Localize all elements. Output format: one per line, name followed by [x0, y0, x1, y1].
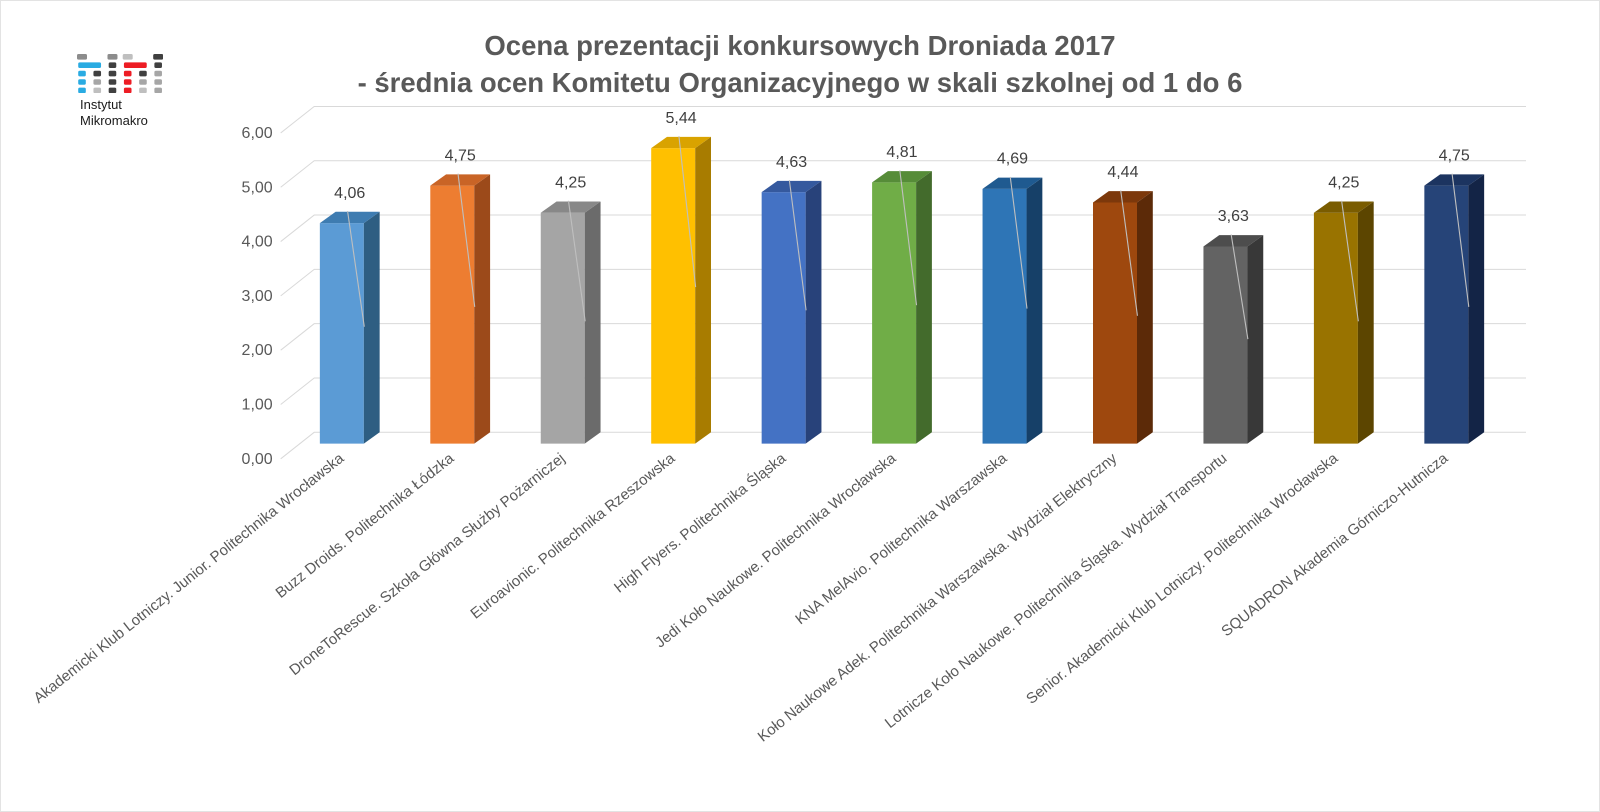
svg-text:4,44: 4,44 — [1107, 164, 1138, 181]
svg-text:3,63: 3,63 — [1218, 208, 1249, 225]
svg-text:4,25: 4,25 — [1328, 174, 1359, 191]
svg-text:4,63: 4,63 — [776, 154, 807, 171]
svg-text:4,75: 4,75 — [1439, 147, 1470, 164]
svg-text:6,00: 6,00 — [242, 125, 273, 142]
svg-text:4,06: 4,06 — [334, 185, 365, 202]
svg-text:3,00: 3,00 — [242, 288, 273, 305]
svg-text:4,81: 4,81 — [886, 144, 917, 161]
svg-text:4,75: 4,75 — [445, 147, 476, 164]
svg-text:4,25: 4,25 — [555, 174, 586, 191]
svg-text:4,00: 4,00 — [242, 234, 273, 251]
svg-text:1,00: 1,00 — [242, 396, 273, 413]
svg-text:2,00: 2,00 — [242, 342, 273, 359]
svg-text:0,00: 0,00 — [242, 451, 273, 468]
svg-text:4,69: 4,69 — [997, 151, 1028, 168]
svg-text:5,00: 5,00 — [242, 179, 273, 196]
svg-text:5,44: 5,44 — [666, 110, 697, 127]
